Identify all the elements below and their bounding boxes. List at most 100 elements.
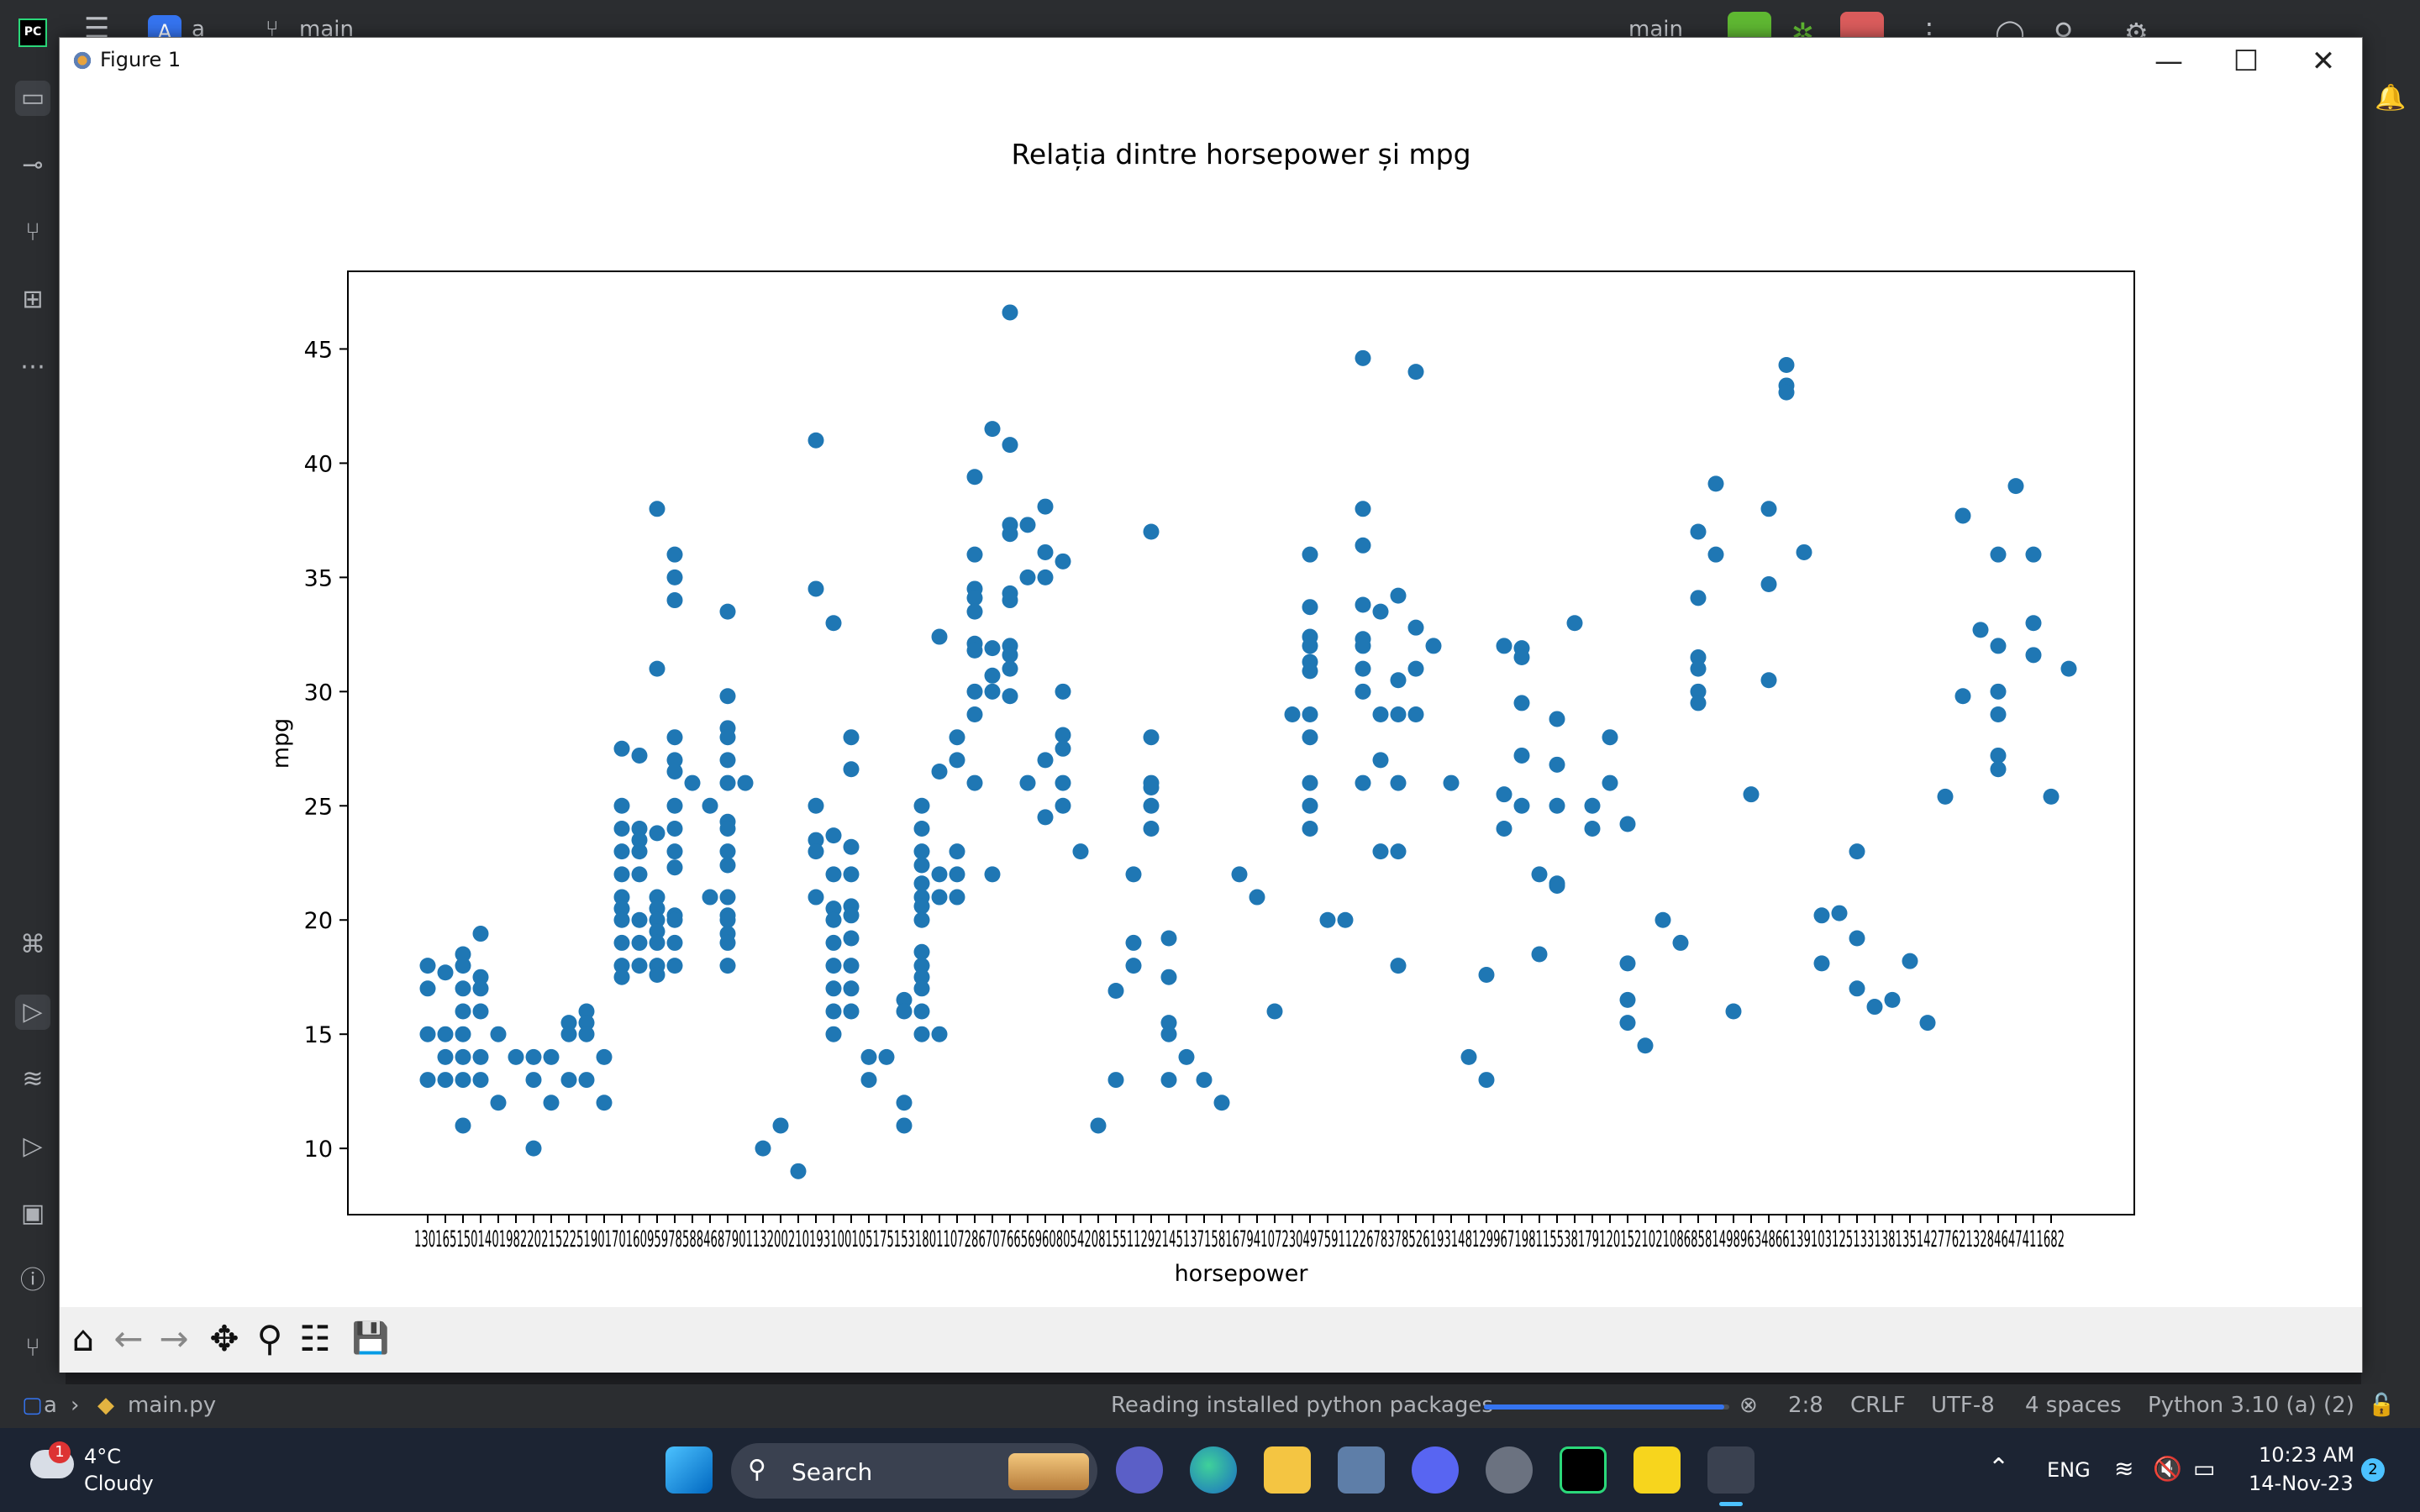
pycharm-taskbar-icon[interactable] (1560, 1446, 1607, 1494)
scatter-point (913, 943, 930, 960)
scatter-point (896, 1117, 913, 1134)
home-icon[interactable]: ⌂ (71, 1318, 95, 1359)
more-tools-icon[interactable]: ⋯ (20, 352, 45, 381)
scatter-point (649, 825, 666, 842)
scatter-point (1019, 517, 1036, 533)
file-encoding[interactable]: UTF-8 (1931, 1393, 1995, 1418)
back-arrow-icon[interactable]: ← (113, 1318, 144, 1359)
scatter-point (1002, 304, 1018, 321)
y-tick-label: 15 (304, 1022, 333, 1048)
scatter-point (913, 1003, 930, 1020)
discord-icon[interactable] (1412, 1446, 1459, 1494)
cancel-progress-icon[interactable]: ⊗ (1739, 1393, 1758, 1418)
zoom-icon[interactable]: ⚲ (256, 1318, 283, 1359)
maximize-button[interactable]: ☐ (2233, 45, 2260, 78)
sticky-notes-icon[interactable] (1634, 1446, 1681, 1494)
indent-setting[interactable]: 4 spaces (2025, 1393, 2122, 1418)
settings-app-icon[interactable] (1486, 1446, 1533, 1494)
teams-chat-icon[interactable] (1116, 1446, 1163, 1494)
scatter-point (1178, 1048, 1195, 1065)
layers-icon[interactable]: ≋ (22, 1064, 44, 1094)
volume-muted-icon[interactable]: 🔇 (2153, 1455, 2182, 1483)
close-button[interactable]: ✕ (2311, 45, 2336, 78)
problems-icon[interactable]: ⓘ (20, 1266, 45, 1295)
structure-icon[interactable]: ⊞ (22, 285, 44, 314)
scatter-point (931, 889, 948, 906)
breadcrumb-project[interactable]: a (44, 1393, 57, 1418)
scatter-point (1072, 843, 1089, 860)
scatter-point (1302, 820, 1318, 837)
scatter-point (1849, 843, 1865, 860)
taskbar-search-box[interactable]: ⚲ Search (731, 1443, 1097, 1499)
cursor-position[interactable]: 2:8 (1788, 1393, 1823, 1418)
scatter-point (1372, 603, 1389, 620)
scatter-point (1355, 501, 1371, 517)
scatter-point (613, 958, 630, 974)
scatter-point (1037, 752, 1054, 769)
clock-date[interactable]: 14-Nov-23 (2249, 1472, 2354, 1495)
git-icon[interactable]: ⑂ (25, 1333, 40, 1362)
minimize-button[interactable]: — (2154, 45, 2183, 78)
scatter-point (843, 729, 860, 746)
pycharm-logo-icon: PC (18, 18, 47, 47)
forward-arrow-icon[interactable]: → (159, 1318, 189, 1359)
scatter-point (1055, 683, 1071, 700)
clock-time[interactable]: 10:23 AM (2259, 1443, 2354, 1467)
save-figure-icon[interactable]: 💾 (351, 1321, 390, 1356)
weather-temperature[interactable]: 4°C (84, 1445, 122, 1468)
lock-icon[interactable]: 🔓 (2368, 1393, 2396, 1418)
system-app-icon[interactable] (1338, 1446, 1385, 1494)
matplotlib-taskbar-icon[interactable] (1707, 1446, 1754, 1494)
plot-area[interactable]: Relația dintre horsepower și mpg 10 15 20 2… (60, 85, 2362, 1307)
pan-icon[interactable]: ✥ (209, 1318, 239, 1359)
start-windows-icon[interactable] (666, 1446, 713, 1494)
scatter-point (843, 980, 860, 997)
scatter-point (1849, 980, 1865, 997)
search-icon: ⚲ (748, 1455, 766, 1484)
weather-description[interactable]: Cloudy (84, 1472, 154, 1495)
scatter-point (455, 1048, 471, 1065)
commit-icon[interactable]: ⊸ (22, 150, 44, 180)
run-tool-icon[interactable]: ▷ (15, 995, 50, 1030)
scatter-point (1584, 797, 1601, 814)
scatter-point (931, 866, 948, 883)
notifications-bell-icon[interactable]: 🔔 (2375, 83, 2407, 113)
file-explorer-icon[interactable] (1264, 1446, 1311, 1494)
scatter-point (1160, 969, 1177, 985)
tray-overflow-chevron-icon[interactable]: ⌃ (1988, 1453, 2010, 1483)
scatter-point (1725, 1003, 1742, 1020)
scatter-point (1496, 638, 1512, 654)
scatter-point (1355, 683, 1371, 700)
scatter-point (825, 827, 842, 844)
scatter-point (1407, 706, 1424, 723)
edge-browser-icon[interactable] (1190, 1446, 1237, 1494)
scatter-point (719, 752, 736, 769)
input-language[interactable]: ENG (2047, 1458, 2091, 1482)
scatter-point (843, 866, 860, 883)
scatter-point (913, 857, 930, 874)
scatter-point (1549, 711, 1565, 727)
scatter-point (613, 797, 630, 814)
configure-subplots-icon[interactable]: ☷ (299, 1318, 331, 1359)
pull-requests-icon[interactable]: ⑂ (25, 218, 40, 247)
line-separator[interactable]: CRLF (1850, 1393, 1906, 1418)
scatter-point (1513, 747, 1530, 764)
scatter-point (613, 900, 630, 917)
notification-count-badge[interactable]: 2 (2361, 1458, 2385, 1482)
battery-icon[interactable]: ▭ (2193, 1455, 2216, 1483)
scatter-point (419, 980, 436, 997)
project-name[interactable]: a (192, 17, 205, 42)
wifi-icon[interactable]: ≋ (2114, 1455, 2134, 1483)
scatter-point (878, 1048, 895, 1065)
scatter-point (1813, 955, 1830, 972)
breadcrumb-file[interactable]: main.py (128, 1393, 217, 1418)
scatter-point (1002, 688, 1018, 705)
scatter-point (543, 1095, 560, 1111)
project-folder-icon[interactable]: ▭ (15, 81, 50, 116)
terminal-icon[interactable]: ▣ (20, 1199, 45, 1228)
scatter-point (1690, 683, 1707, 700)
scatter-point (913, 875, 930, 892)
python-interpreter[interactable]: Python 3.10 (a) (2) (2148, 1393, 2354, 1418)
services-icon[interactable]: ▷ (23, 1131, 43, 1161)
python-packages-icon[interactable]: ⌘ (20, 930, 45, 959)
